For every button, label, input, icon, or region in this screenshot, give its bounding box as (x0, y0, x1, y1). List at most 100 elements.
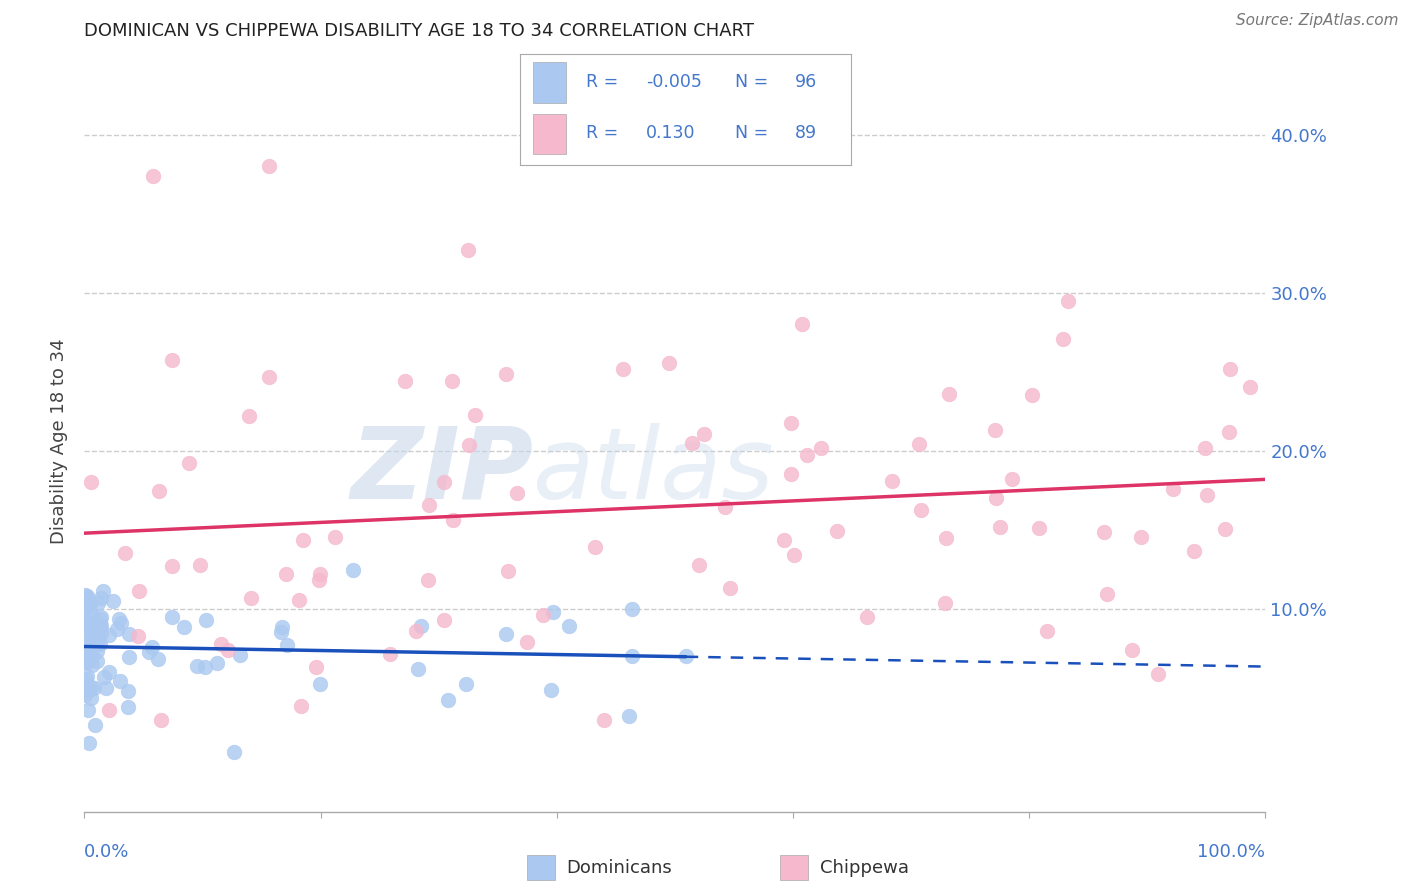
Point (620, 601, 643, 615)
Point (90, 609, 112, 624)
Point (83, 717, 105, 731)
Point (79, 682, 101, 697)
Text: 0.0%: 0.0% (84, 843, 129, 861)
Point (309, 677, 332, 691)
Point (118, 627, 141, 641)
Point (173, 620, 195, 634)
Point (80, 648, 103, 663)
Point (91, 583, 114, 598)
Y-axis label: Disability Age 18 to 34: Disability Age 18 to 34 (51, 339, 69, 544)
Point (506, 486, 529, 500)
Point (238, 409, 260, 423)
Text: 0.130: 0.130 (645, 124, 696, 142)
Point (612, 362, 634, 376)
Point (408, 662, 430, 676)
Point (454, 677, 477, 691)
Point (984, 423, 1007, 437)
Point (76, 681, 98, 695)
Point (160, 610, 183, 624)
Point (558, 619, 581, 633)
Point (394, 374, 416, 388)
Point (496, 565, 519, 579)
Point (90, 591, 112, 605)
Point (675, 649, 697, 664)
Point (73, 655, 96, 669)
Point (541, 605, 564, 619)
Point (110, 674, 132, 689)
Point (540, 682, 562, 697)
Point (79, 596, 101, 610)
FancyBboxPatch shape (533, 114, 567, 154)
Point (138, 645, 160, 659)
Point (810, 441, 832, 455)
Point (94, 681, 117, 695)
Point (1052, 332, 1074, 346)
Point (257, 159, 280, 173)
Point (418, 574, 440, 588)
Text: ZIP: ZIP (350, 423, 533, 520)
Point (290, 699, 312, 714)
Point (305, 660, 328, 674)
Point (910, 503, 932, 517)
Point (433, 475, 456, 489)
Point (796, 448, 818, 462)
Point (276, 638, 298, 652)
Point (77, 736, 100, 750)
Point (1001, 471, 1024, 485)
Point (80, 680, 103, 694)
Point (89, 612, 111, 626)
Point (97, 702, 120, 716)
Point (308, 573, 330, 587)
Point (714, 500, 737, 514)
Point (1218, 425, 1240, 439)
Point (342, 562, 364, 576)
Point (193, 660, 215, 674)
Point (73, 639, 96, 653)
Point (288, 593, 311, 607)
Point (142, 169, 165, 184)
Point (73, 640, 96, 654)
Point (127, 630, 149, 644)
Point (457, 438, 479, 452)
Point (160, 559, 183, 574)
Point (1161, 482, 1184, 496)
Point (409, 618, 432, 632)
Point (90, 618, 112, 632)
Text: Dominicans: Dominicans (567, 859, 672, 877)
Point (79, 623, 101, 637)
Point (780, 416, 803, 430)
Point (89, 620, 111, 634)
Point (1219, 362, 1241, 376)
Point (1194, 441, 1216, 455)
Point (80, 632, 103, 646)
Point (188, 558, 211, 573)
Point (779, 467, 801, 481)
Point (86, 644, 108, 658)
Text: atlas: atlas (533, 423, 775, 520)
Point (117, 684, 139, 698)
Point (457, 243, 479, 257)
Point (148, 483, 170, 498)
Point (437, 693, 460, 707)
Point (76, 590, 98, 604)
Text: N =: N = (735, 124, 773, 142)
Point (80, 657, 103, 672)
Point (80, 628, 103, 642)
Point (75, 593, 97, 607)
Point (1147, 667, 1170, 681)
Point (75, 682, 97, 697)
Point (229, 648, 252, 663)
Point (75, 588, 97, 602)
Point (583, 540, 606, 554)
Point (86, 654, 108, 668)
Point (620, 648, 643, 663)
Point (827, 524, 849, 539)
Point (433, 613, 456, 627)
Point (908, 437, 931, 451)
Point (783, 548, 806, 562)
Point (76, 669, 98, 683)
Point (856, 609, 879, 624)
Point (83, 634, 105, 648)
Point (93, 670, 115, 684)
Point (79, 604, 101, 618)
